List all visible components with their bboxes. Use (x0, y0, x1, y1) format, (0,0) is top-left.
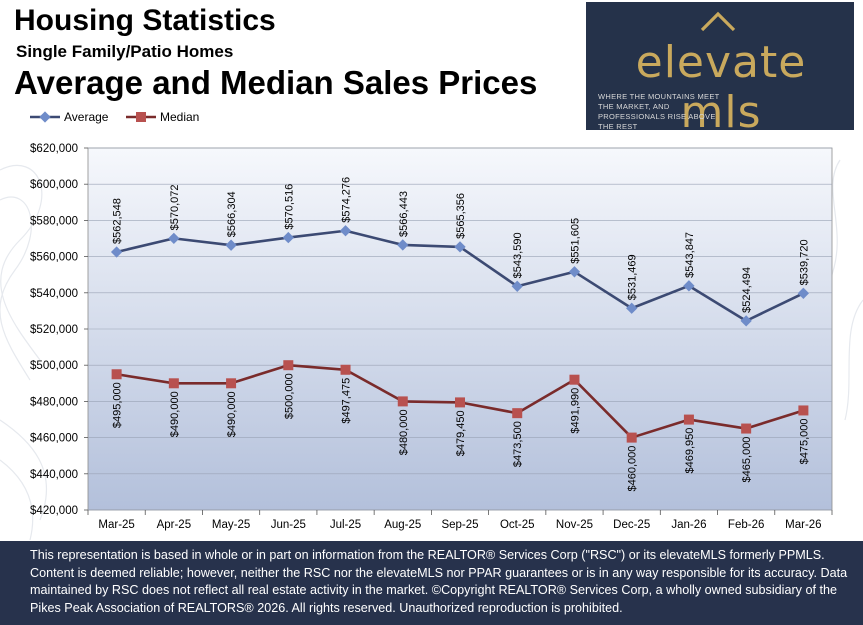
data-label-average: $570,072 (169, 184, 181, 230)
topographic-background (0, 159, 863, 540)
mountain-peak-icon (700, 11, 736, 32)
disclaimer-text: This representation is based in whole or… (30, 548, 848, 615)
x-tick-label: Jul-25 (330, 519, 361, 531)
data-label-median: $500,000 (283, 373, 295, 419)
legend-label-median: Median (160, 110, 200, 124)
legend-label-average: Average (64, 110, 109, 124)
logo-tagline: WHERE THE MOUNTAINS MEET THE MARKET, AND… (598, 92, 720, 131)
data-point-median (569, 374, 580, 385)
y-tick-label: $620,000 (30, 143, 78, 155)
data-label-average: $524,494 (741, 267, 753, 313)
data-label-average: $570,516 (283, 184, 295, 230)
data-point-average (568, 266, 581, 278)
data-point-median (626, 432, 637, 443)
y-tick-label: $460,000 (30, 433, 78, 445)
legend-swatch-median (126, 112, 156, 122)
data-point-median (283, 360, 294, 371)
data-label-median: $490,000 (169, 391, 181, 437)
data-point-average (626, 302, 638, 314)
data-label-average: $531,469 (627, 254, 639, 300)
page-subtitle: Single Family/Patio Homes (16, 42, 234, 61)
y-tick-label: $540,000 (30, 288, 78, 300)
x-tick-label: Apr-25 (157, 519, 192, 531)
y-tick-label: $420,000 (30, 505, 78, 517)
data-label-median: $465,000 (741, 437, 753, 483)
data-point-average (683, 280, 695, 292)
x-tick-label: Jan-26 (671, 519, 706, 531)
data-point-average (168, 232, 180, 245)
logo-wordmark: elevate mls (635, 37, 807, 138)
x-tick-label: Jun-25 (271, 519, 306, 531)
data-label-median: $495,000 (112, 382, 124, 428)
data-point-median (455, 397, 465, 408)
data-point-median (397, 396, 408, 407)
x-tick-label: Mar-25 (98, 519, 134, 531)
x-tick-label: Sep-25 (441, 519, 478, 531)
y-tick-label: $500,000 (30, 360, 78, 372)
x-tick-label: Aug-25 (384, 519, 421, 531)
data-label-average: $566,443 (398, 191, 410, 237)
data-label-average: $539,720 (798, 239, 810, 285)
data-label-average: $574,276 (341, 177, 353, 223)
data-point-average (110, 246, 123, 258)
x-tick-label: Feb-26 (728, 519, 764, 531)
chart-heading: Average and Median Sales Prices (14, 64, 538, 101)
data-point-median (683, 414, 694, 425)
legend-swatch-average (30, 111, 60, 123)
data-label-median: $497,475 (341, 378, 353, 424)
data-label-average: $543,590 (512, 232, 524, 278)
y-tick-label: $560,000 (30, 252, 78, 264)
data-label-median: $480,000 (398, 409, 410, 455)
data-label-average: $562,548 (112, 198, 124, 244)
y-tick-label: $480,000 (30, 396, 78, 408)
data-label-median: $491,990 (569, 388, 581, 434)
data-point-median (741, 423, 752, 434)
data-label-average: $565,356 (455, 193, 467, 239)
data-label-average: $566,304 (226, 191, 238, 237)
page-title: Housing Statistics (14, 4, 276, 37)
data-label-median: $473,500 (512, 421, 524, 467)
disclaimer-footer: This representation is based in whole or… (0, 541, 863, 625)
price-line-chart: $420,000 $440,000 $460,000 $480,000 $500,000… (30, 143, 833, 531)
x-tick-label: May-25 (212, 519, 250, 531)
data-point-median (168, 378, 179, 389)
data-point-median (798, 405, 809, 416)
data-point-average (740, 315, 752, 327)
data-point-average (511, 280, 523, 292)
data-label-median: $490,000 (226, 391, 238, 437)
y-tick-label: $440,000 (30, 469, 78, 481)
x-tick-label: Mar-26 (785, 519, 821, 531)
elevate-mls-logo: elevate mls WHERE THE MOUNTAINS MEET THE… (586, 2, 854, 138)
data-label-median: $475,000 (798, 418, 810, 464)
y-tick-label: $580,000 (30, 215, 78, 227)
x-tick-label: Oct-25 (500, 519, 535, 531)
data-label-average: $551,605 (569, 218, 581, 264)
x-tick-label: Dec-25 (613, 519, 650, 531)
data-label-median: $460,000 (627, 446, 639, 492)
data-label-median: $479,450 (455, 410, 467, 456)
data-label-average: $543,847 (684, 232, 696, 278)
data-label-median: $469,950 (684, 428, 696, 474)
data-point-median (111, 369, 122, 380)
y-tick-label: $520,000 (30, 324, 78, 336)
y-tick-label: $600,000 (30, 179, 78, 191)
data-point-median (512, 408, 523, 419)
data-point-average (797, 287, 810, 299)
data-point-median (226, 378, 237, 389)
x-tick-label: Nov-25 (556, 519, 593, 531)
data-point-median (340, 364, 351, 375)
